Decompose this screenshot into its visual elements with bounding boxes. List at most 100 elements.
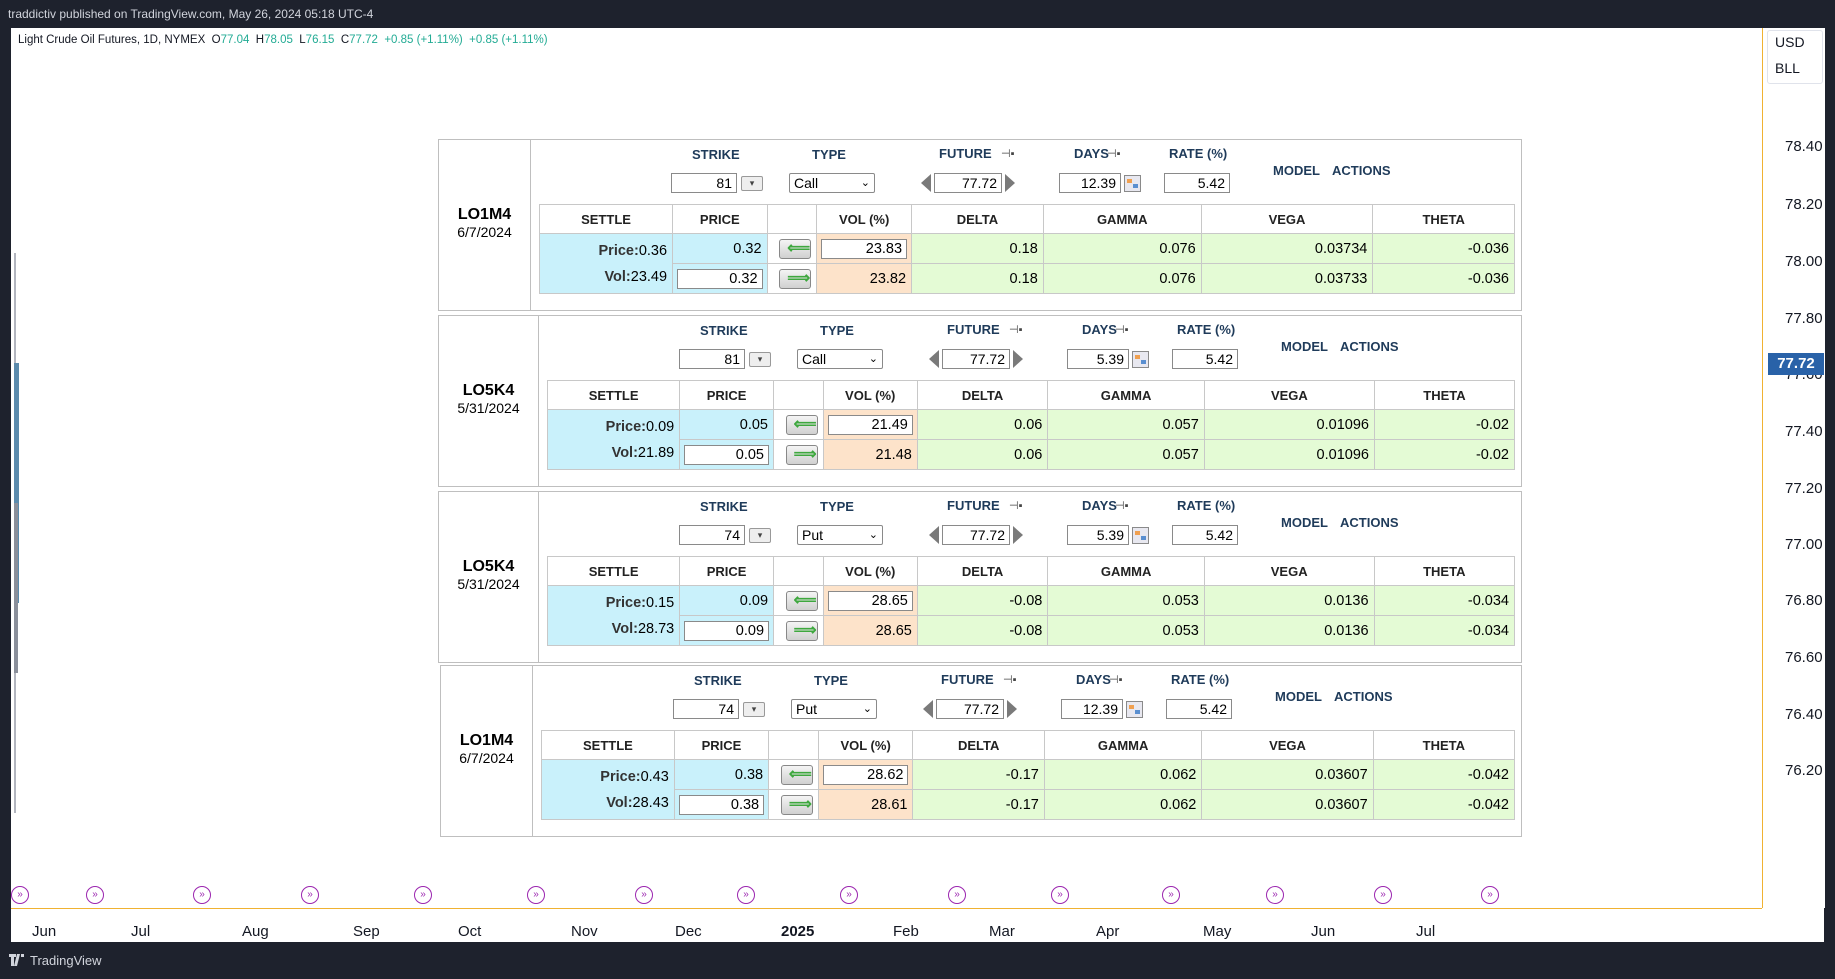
pin-icon[interactable]: ⊣▪ (1115, 324, 1129, 336)
future-input[interactable]: 77.72 (936, 699, 1004, 719)
vol-input[interactable]: 28.65 (827, 590, 913, 611)
event-marker-icon[interactable]: » (840, 886, 858, 904)
event-marker-icon[interactable]: » (1051, 886, 1069, 904)
actions-link[interactable]: ACTIONS (1332, 163, 1391, 178)
event-marker-icon[interactable]: » (737, 886, 755, 904)
future-decrease-icon[interactable] (923, 700, 933, 718)
actions-link[interactable]: ACTIONS (1340, 339, 1399, 354)
month-label: Jun (1311, 923, 1336, 940)
price-cell: 0.09 (679, 615, 775, 646)
future-increase-icon[interactable] (1005, 174, 1015, 192)
future-input[interactable]: 77.72 (934, 173, 1002, 193)
future-increase-icon[interactable] (1013, 526, 1023, 544)
future-decrease-icon[interactable] (929, 350, 939, 368)
model-link[interactable]: MODEL (1281, 339, 1328, 354)
vol-input[interactable]: 28.62 (822, 764, 909, 785)
days-input[interactable]: 12.39 (1061, 699, 1123, 719)
calendar-icon[interactable] (1132, 527, 1149, 544)
model-link[interactable]: MODEL (1281, 515, 1328, 530)
rate-input[interactable]: 5.42 (1166, 699, 1232, 719)
pin-icon[interactable]: ⊣▪ (1115, 500, 1129, 512)
model-link[interactable]: MODEL (1273, 163, 1320, 178)
event-marker-icon[interactable]: » (414, 886, 432, 904)
event-marker-icon[interactable]: » (948, 886, 966, 904)
pin-icon[interactable]: ⊣▪ (1109, 674, 1123, 686)
arrow-left-icon[interactable]: ⟸ (779, 238, 812, 259)
delta-value: -0.08 (916, 585, 1049, 616)
theta-value: -0.02 (1373, 439, 1516, 470)
event-marker-icon[interactable]: » (301, 886, 319, 904)
days-input[interactable]: 5.39 (1067, 525, 1129, 545)
future-decrease-icon[interactable] (921, 174, 931, 192)
actions-link[interactable]: ACTIONS (1334, 689, 1393, 704)
type-select[interactable]: Call ⌄ (797, 349, 883, 369)
strike-dropdown-button[interactable]: ▾ (749, 352, 771, 367)
price-input[interactable]: 0.05 (684, 444, 769, 465)
strike-input[interactable]: 81 (671, 173, 737, 193)
arrow-right-icon[interactable]: ⟹ (779, 268, 812, 289)
strike-dropdown-button[interactable]: ▾ (741, 176, 763, 191)
arrow-right-icon[interactable]: ⟹ (785, 620, 818, 641)
model-link[interactable]: MODEL (1275, 689, 1322, 704)
price-input[interactable]: 0.32 (677, 268, 763, 289)
arrow-right-icon[interactable]: ⟹ (780, 794, 813, 815)
arrow-left-icon[interactable]: ⟸ (780, 764, 813, 785)
vol-input[interactable]: 21.49 (827, 414, 913, 435)
event-marker-icon[interactable]: » (635, 886, 653, 904)
rate-input[interactable]: 5.42 (1172, 525, 1238, 545)
month-label: Dec (675, 923, 702, 940)
gamma-header: GAMMA (1047, 556, 1205, 586)
future-decrease-icon[interactable] (929, 526, 939, 544)
strike-input[interactable]: 74 (679, 525, 745, 545)
strike-input[interactable]: 74 (673, 699, 739, 719)
calendar-icon[interactable] (1132, 351, 1149, 368)
expiry-date: 6/7/2024 (459, 750, 514, 766)
strike-input[interactable]: 81 (679, 349, 745, 369)
event-marker-icon[interactable]: » (527, 886, 545, 904)
event-marker-icon[interactable]: » (1266, 886, 1284, 904)
future-increase-icon[interactable] (1013, 350, 1023, 368)
type-select[interactable]: Put ⌄ (791, 699, 877, 719)
greeks-table: SETTLE PRICE VOL (%) DELTA GAMMA VEGA TH… (546, 556, 1516, 646)
future-increase-icon[interactable] (1007, 700, 1017, 718)
event-marker-icon[interactable]: » (11, 886, 29, 904)
future-input[interactable]: 77.72 (942, 525, 1010, 545)
unit-box[interactable] (1767, 30, 1823, 84)
pin-icon[interactable]: ⊣▪ (1107, 148, 1121, 160)
type-select[interactable]: Put ⌄ (797, 525, 883, 545)
pin-icon[interactable]: ⊣▪ (1001, 148, 1015, 160)
event-marker-icon[interactable]: » (193, 886, 211, 904)
price-input[interactable]: 0.09 (684, 620, 770, 641)
event-marker-icon[interactable]: » (1162, 886, 1180, 904)
delta-value: 0.18 (911, 263, 1044, 294)
actions-link[interactable]: ACTIONS (1340, 515, 1399, 530)
price-input[interactable]: 0.38 (678, 794, 765, 815)
calendar-icon[interactable] (1126, 701, 1143, 718)
vol-input[interactable]: 23.83 (821, 238, 908, 259)
arrow-left-icon[interactable]: ⟸ (785, 414, 818, 435)
calendar-icon[interactable] (1124, 175, 1141, 192)
time-axis[interactable]: Jun Jul Aug Sep Oct Nov Dec 2025 Feb Mar Apr May Jun… (11, 908, 1762, 943)
price-tick: 78.20 (1785, 196, 1823, 213)
settle-header: SETTLE (541, 730, 675, 760)
left-scroll-bar[interactable] (14, 503, 18, 673)
pin-icon[interactable]: ⊣▪ (1009, 324, 1023, 336)
chart-area[interactable]: Light Crude Oil Futures, 1D, NYMEX O77.0… (11, 28, 1825, 943)
strike-dropdown-button[interactable]: ▾ (743, 702, 765, 717)
arrow-left-icon[interactable]: ⟸ (785, 590, 818, 611)
rate-input[interactable]: 5.42 (1164, 173, 1230, 193)
price-axis[interactable]: USD BLL 78.4078.2078.0077.8077.6077.4077… (1762, 28, 1825, 908)
event-marker-icon[interactable]: » (1374, 886, 1392, 904)
strike-dropdown-button[interactable]: ▾ (749, 528, 771, 543)
days-input[interactable]: 5.39 (1067, 349, 1129, 369)
event-marker-icon[interactable]: » (86, 886, 104, 904)
days-input[interactable]: 12.39 (1059, 173, 1121, 193)
event-marker-icon[interactable]: » (1481, 886, 1499, 904)
chevron-down-icon: ⌄ (868, 529, 878, 541)
pin-icon[interactable]: ⊣▪ (1003, 674, 1017, 686)
arrow-right-icon[interactable]: ⟹ (785, 444, 818, 465)
type-select[interactable]: Call ⌄ (789, 173, 875, 193)
pin-icon[interactable]: ⊣▪ (1009, 500, 1023, 512)
future-input[interactable]: 77.72 (942, 349, 1010, 369)
rate-input[interactable]: 5.42 (1172, 349, 1238, 369)
